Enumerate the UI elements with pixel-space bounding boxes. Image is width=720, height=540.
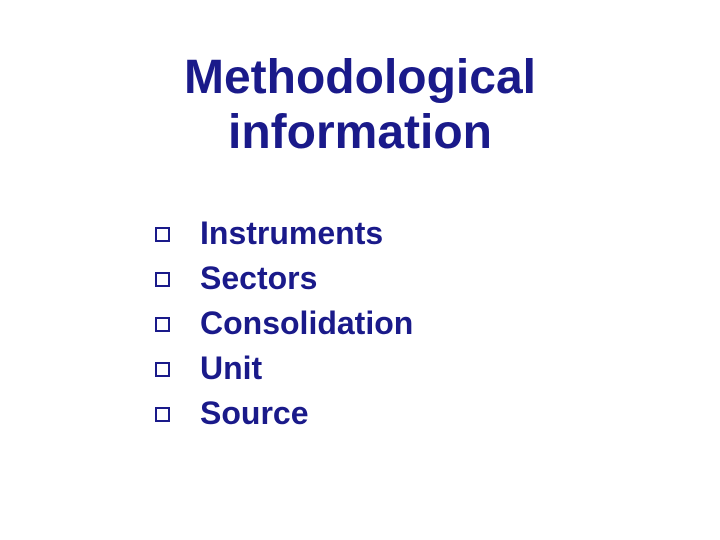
list-item-label: Unit [200, 350, 262, 387]
list-item: Sectors [155, 260, 720, 297]
square-bullet-icon [155, 227, 170, 242]
title-line-2: information [228, 106, 492, 159]
square-bullet-icon [155, 362, 170, 377]
slide-container: Methodological information Instruments S… [0, 0, 720, 540]
list-item-label: Instruments [200, 215, 383, 252]
list-item: Instruments [155, 215, 720, 252]
list-item: Source [155, 395, 720, 432]
square-bullet-icon [155, 317, 170, 332]
list-item: Consolidation [155, 305, 720, 342]
slide-title: Methodological information [0, 50, 720, 160]
list-item-label: Sectors [200, 260, 317, 297]
square-bullet-icon [155, 272, 170, 287]
list-item-label: Source [200, 395, 308, 432]
list-item: Unit [155, 350, 720, 387]
title-line-1: Methodological [184, 51, 536, 104]
square-bullet-icon [155, 407, 170, 422]
list-item-label: Consolidation [200, 305, 413, 342]
content-area: Instruments Sectors Consolidation Unit S… [0, 215, 720, 432]
